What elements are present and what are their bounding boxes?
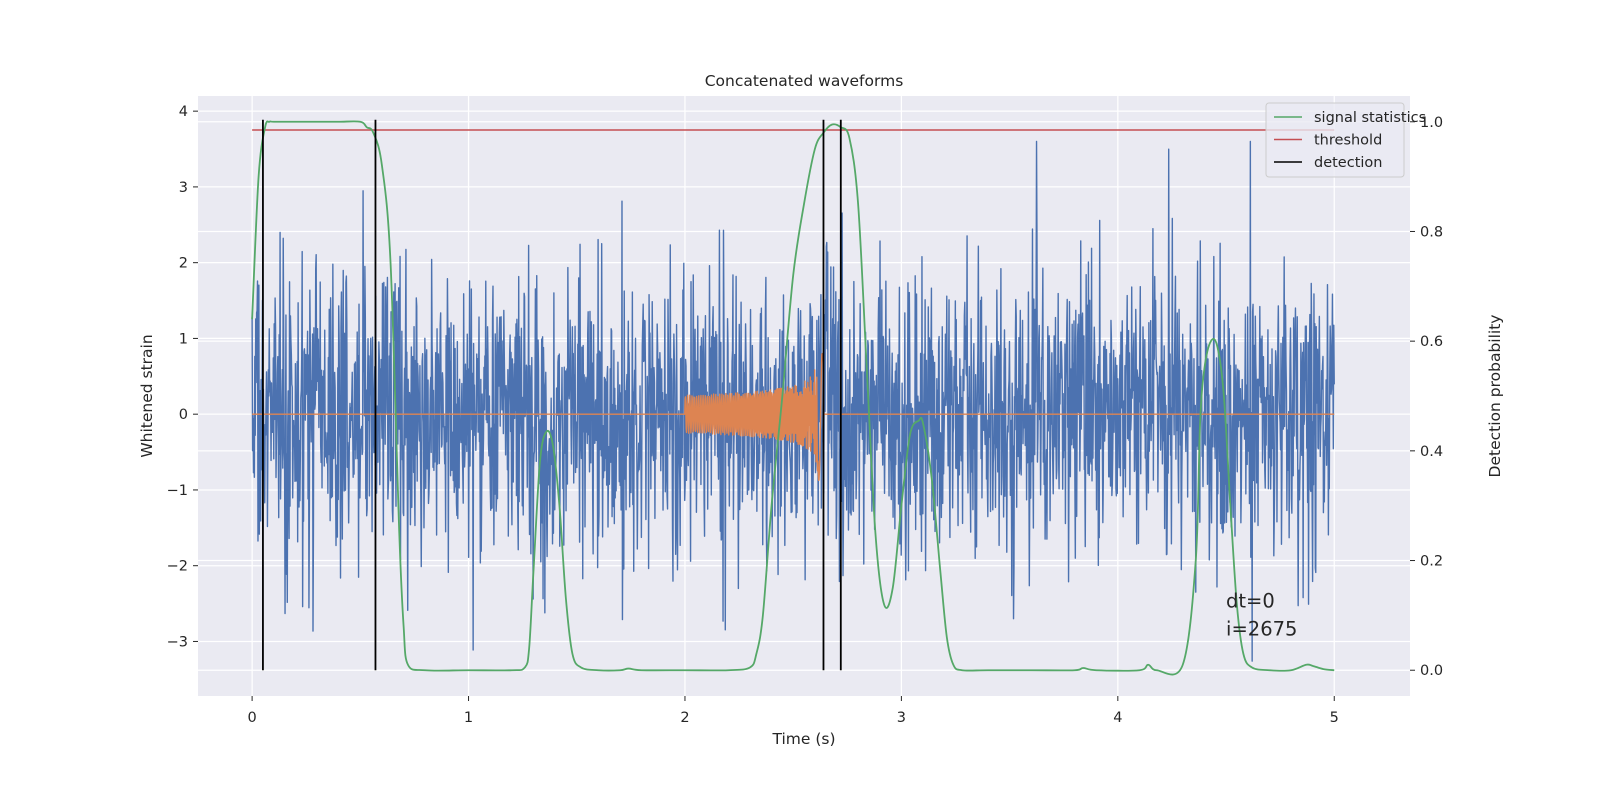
y2-tick-label: 0.8	[1420, 224, 1443, 240]
y-tick-label: 4	[179, 104, 188, 120]
x-tick-label: 5	[1330, 710, 1339, 726]
y-axis-title: Whitened strain	[138, 334, 156, 457]
annotation-index: i=2675	[1226, 617, 1297, 640]
y-tick-label: 3	[179, 180, 188, 196]
y-tick-label: −1	[167, 483, 188, 499]
x-tick-label: 2	[680, 710, 689, 726]
series-injected-chirp	[251, 352, 1335, 482]
series-signal-statistics	[251, 120, 1335, 676]
x-tick-label: 3	[897, 710, 906, 726]
y2-axis-title: Detection probability	[1486, 315, 1504, 478]
y2-tick-label: 1.0	[1420, 115, 1443, 131]
legend-label-detection: detection	[1314, 155, 1382, 171]
legend: signal statistics threshold detection	[1265, 102, 1426, 178]
y2-tick-label: 0.6	[1420, 334, 1443, 350]
y-tick-label: −3	[167, 634, 188, 650]
annotation-dt: dt=0	[1226, 589, 1275, 612]
legend-box	[1265, 102, 1405, 178]
legend-label-signal-statistics: signal statistics	[1314, 110, 1426, 126]
series-whitened-strain	[251, 140, 1335, 662]
y2-tick-label: 0.4	[1420, 444, 1443, 460]
x-axis-title: Time (s)	[771, 730, 835, 748]
y2-tick-label: 0.0	[1420, 663, 1443, 679]
x-tick-label: 4	[1113, 710, 1122, 726]
legend-label-threshold: threshold	[1314, 133, 1382, 149]
series-layer	[251, 119, 1335, 676]
y-tick-label: 2	[179, 256, 188, 272]
y-tick-label: 0	[179, 407, 188, 423]
tick-layer: 0 1 2 3 4 5 −3 −2 −1 0 1 2 3 4 0.0 0.2 0.4 0.6 0.8 1.0	[167, 104, 1443, 726]
x-tick-label: 0	[247, 710, 256, 726]
y2-tick-label: 0.2	[1420, 554, 1443, 570]
y-tick-label: 1	[179, 331, 188, 347]
x-tick-label: 1	[464, 710, 473, 726]
y-tick-label: −2	[167, 559, 188, 575]
chart-title: Concatenated waveforms	[705, 72, 904, 90]
